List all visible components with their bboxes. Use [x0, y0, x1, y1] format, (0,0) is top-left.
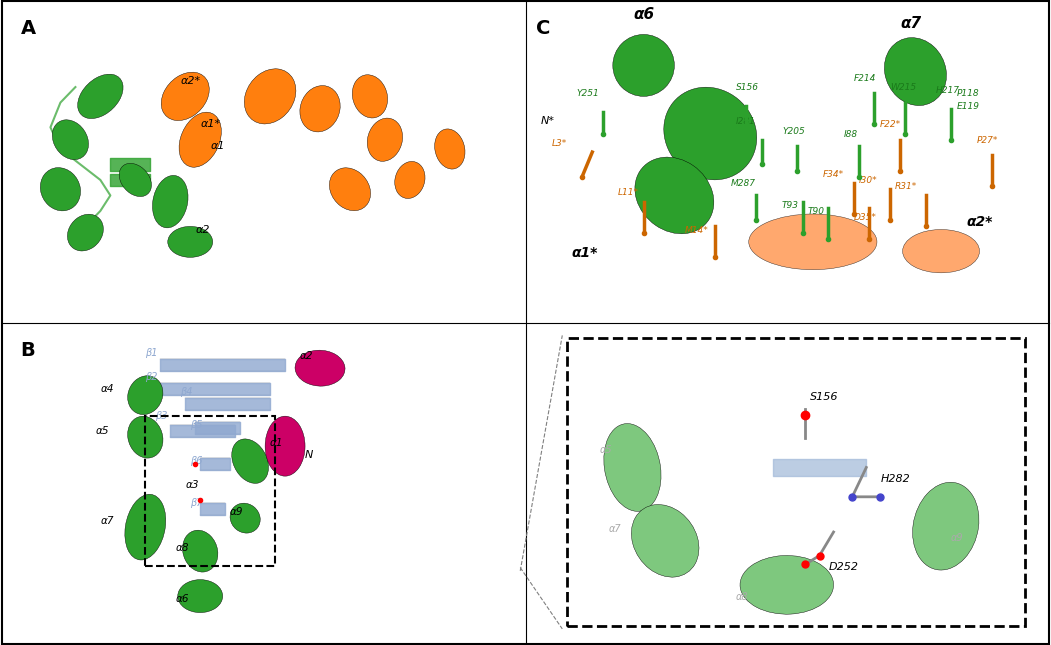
- Text: β4: β4: [181, 387, 192, 397]
- Text: α5: α5: [600, 445, 613, 455]
- Ellipse shape: [635, 157, 714, 233]
- Text: M14*: M14*: [684, 226, 708, 235]
- Text: α4: α4: [101, 384, 114, 394]
- Text: N*: N*: [541, 116, 555, 126]
- Ellipse shape: [119, 163, 151, 197]
- Ellipse shape: [295, 350, 345, 386]
- Text: β5: β5: [190, 420, 203, 430]
- Text: α7: α7: [610, 524, 622, 534]
- Ellipse shape: [127, 416, 163, 458]
- Text: α1: α1: [210, 141, 225, 151]
- Ellipse shape: [161, 72, 209, 121]
- Text: α5: α5: [96, 426, 109, 436]
- Text: H282: H282: [881, 474, 910, 484]
- Text: D35*: D35*: [853, 213, 877, 223]
- Ellipse shape: [244, 69, 296, 124]
- Text: α6: α6: [176, 594, 189, 604]
- Text: α1*: α1*: [200, 119, 221, 130]
- Ellipse shape: [604, 424, 661, 511]
- Text: I30*: I30*: [859, 176, 878, 185]
- Ellipse shape: [67, 214, 103, 251]
- Text: α3: α3: [185, 480, 199, 490]
- Ellipse shape: [125, 494, 166, 560]
- Text: F214: F214: [853, 74, 877, 83]
- Text: P27*: P27*: [977, 136, 998, 145]
- Text: M287: M287: [730, 179, 756, 188]
- Ellipse shape: [230, 503, 261, 533]
- Ellipse shape: [178, 580, 223, 613]
- Text: E119: E119: [956, 102, 980, 111]
- Text: T90: T90: [808, 207, 825, 216]
- Ellipse shape: [179, 112, 222, 167]
- Ellipse shape: [352, 75, 388, 118]
- Ellipse shape: [613, 34, 675, 96]
- Text: A: A: [21, 19, 36, 38]
- Text: α7: α7: [101, 516, 114, 526]
- Text: α2: α2: [195, 224, 210, 235]
- Ellipse shape: [152, 175, 188, 228]
- Text: α8: α8: [176, 543, 189, 553]
- Text: Y251: Y251: [577, 90, 600, 99]
- Text: α2: α2: [301, 351, 313, 361]
- Text: β1: β1: [145, 348, 158, 358]
- Text: α7: α7: [900, 16, 921, 31]
- Text: α2*: α2*: [181, 76, 201, 86]
- Ellipse shape: [168, 226, 212, 257]
- Text: Y205: Y205: [782, 126, 805, 135]
- Text: F22*: F22*: [880, 121, 901, 130]
- Ellipse shape: [329, 168, 371, 211]
- Ellipse shape: [265, 416, 305, 476]
- Text: α1*: α1*: [572, 246, 598, 261]
- Text: B: B: [21, 341, 36, 360]
- Bar: [145, 416, 275, 566]
- Text: P118: P118: [956, 90, 980, 99]
- Ellipse shape: [367, 118, 403, 161]
- Ellipse shape: [183, 530, 218, 572]
- Text: H217: H217: [936, 86, 960, 95]
- Ellipse shape: [884, 37, 947, 106]
- Ellipse shape: [127, 376, 163, 415]
- Text: W215: W215: [890, 83, 915, 92]
- Ellipse shape: [632, 504, 699, 577]
- Text: L11*: L11*: [618, 188, 639, 197]
- Text: S156: S156: [810, 392, 839, 402]
- Text: C: C: [536, 19, 551, 38]
- Text: R31*: R31*: [894, 183, 918, 192]
- Text: α9: α9: [230, 507, 244, 517]
- Text: α1: α1: [270, 438, 284, 448]
- Text: F34*: F34*: [823, 170, 844, 179]
- Ellipse shape: [664, 87, 757, 180]
- Text: I281: I281: [736, 117, 756, 126]
- Text: S156: S156: [736, 83, 759, 92]
- Text: β7: β7: [190, 498, 203, 508]
- Ellipse shape: [748, 214, 877, 270]
- Text: β3: β3: [156, 411, 168, 421]
- Text: β6: β6: [190, 456, 203, 466]
- Text: α9: α9: [950, 533, 963, 543]
- Ellipse shape: [903, 230, 980, 273]
- Text: α6: α6: [634, 7, 655, 22]
- Ellipse shape: [78, 74, 123, 119]
- Ellipse shape: [53, 120, 88, 159]
- Text: α8: α8: [736, 591, 748, 602]
- Ellipse shape: [912, 482, 978, 570]
- Text: β2: β2: [145, 372, 158, 382]
- Text: α2*: α2*: [967, 215, 993, 230]
- Ellipse shape: [40, 168, 81, 211]
- Text: L3*: L3*: [552, 139, 566, 148]
- Ellipse shape: [435, 129, 465, 169]
- Ellipse shape: [231, 439, 269, 483]
- Text: I88: I88: [844, 130, 858, 139]
- Text: T93: T93: [782, 201, 799, 210]
- Ellipse shape: [300, 86, 341, 132]
- Ellipse shape: [740, 555, 833, 614]
- Text: N: N: [305, 450, 313, 460]
- Ellipse shape: [395, 161, 425, 199]
- Text: D252: D252: [829, 562, 859, 572]
